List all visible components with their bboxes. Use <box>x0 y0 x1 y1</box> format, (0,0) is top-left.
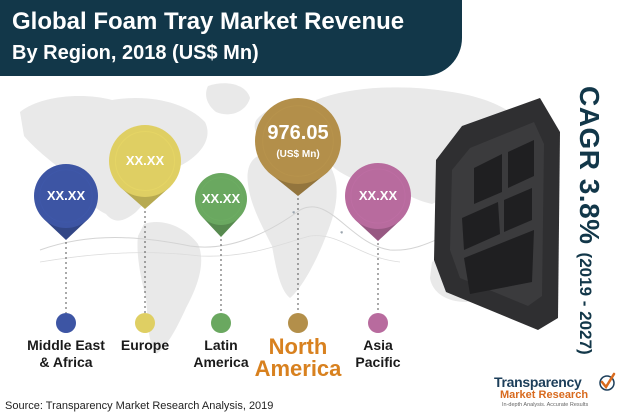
category-label-line: & Africa <box>39 354 92 370</box>
category-label-line: North <box>269 334 328 359</box>
chart-title: Global Foam Tray Market Revenue <box>12 8 405 35</box>
logo-subtitle: Market Research <box>500 389 589 401</box>
cagr-value: CAGR 3.8% <box>574 86 605 245</box>
pin-ring <box>114 130 176 192</box>
bar-pin: 976.05 (US$ Mn) North America <box>255 98 343 381</box>
pin-ring <box>262 105 334 177</box>
pin-head <box>34 164 98 228</box>
category-dot <box>135 313 155 333</box>
foam-tray-image <box>434 98 560 330</box>
pin-head <box>195 173 247 225</box>
pin-ring <box>350 168 406 224</box>
pin-ring <box>39 169 93 223</box>
value-unit: (US$ Mn) <box>276 149 319 160</box>
category-dot <box>56 313 76 333</box>
bar-pin: XX.XX Middle East & Africa <box>27 164 105 370</box>
tray-cell <box>462 202 500 250</box>
category-dot <box>368 313 388 333</box>
category-label: Latin America <box>193 337 248 370</box>
title-banner: Global Foam Tray Market Revenue By Regio… <box>0 0 462 76</box>
category-label: Asia Pacific <box>355 337 400 370</box>
pin-ring <box>199 177 243 221</box>
tray-cell <box>474 154 502 204</box>
category-label-line: Latin <box>204 337 237 353</box>
pin-head <box>345 163 411 229</box>
category-label-line: Asia <box>363 337 393 353</box>
tray-cell <box>464 230 534 294</box>
logo-name: Transparency <box>494 374 582 390</box>
category-label: Middle East & Africa <box>27 337 105 370</box>
category-label-line: Middle East <box>27 337 105 353</box>
pin-head <box>255 98 341 184</box>
bar-pin: XX.XX Europe <box>109 125 181 353</box>
source-note: Source: Transparency Market Research Ana… <box>5 400 274 412</box>
bar-pin: XX.XX Asia Pacific <box>345 163 411 370</box>
category-label: Europe <box>121 337 169 353</box>
category-dot <box>288 313 308 333</box>
data-label: 976.05 <box>267 122 328 144</box>
company-logo: Transparency Market Research In-depth An… <box>494 372 616 414</box>
category-label-line: America <box>255 356 343 381</box>
tray-cell <box>508 140 534 188</box>
cagr-label: CAGR 3.8% (2019 - 2027) <box>573 86 605 355</box>
chart-subtitle: By Region, 2018 (US$ Mn) <box>12 42 259 64</box>
category-label: North America <box>255 334 343 381</box>
logo-tagline: In-depth Analysis. Accurate Results <box>502 402 589 408</box>
pin-head <box>109 125 181 197</box>
tray-cell <box>504 188 532 232</box>
data-label: XX.XX <box>47 188 86 203</box>
category-label-line: America <box>193 354 248 370</box>
data-label: XX.XX <box>202 191 241 206</box>
category-label-line: Pacific <box>355 354 400 370</box>
data-label: XX.XX <box>126 153 165 168</box>
category-dot <box>211 313 231 333</box>
check-icon <box>599 372 616 391</box>
bar-pin: XX.XX Latin America <box>193 173 249 370</box>
cagr-period: (2019 - 2027) <box>576 252 595 355</box>
category-label-line: Europe <box>121 337 169 353</box>
data-label: XX.XX <box>359 188 398 203</box>
